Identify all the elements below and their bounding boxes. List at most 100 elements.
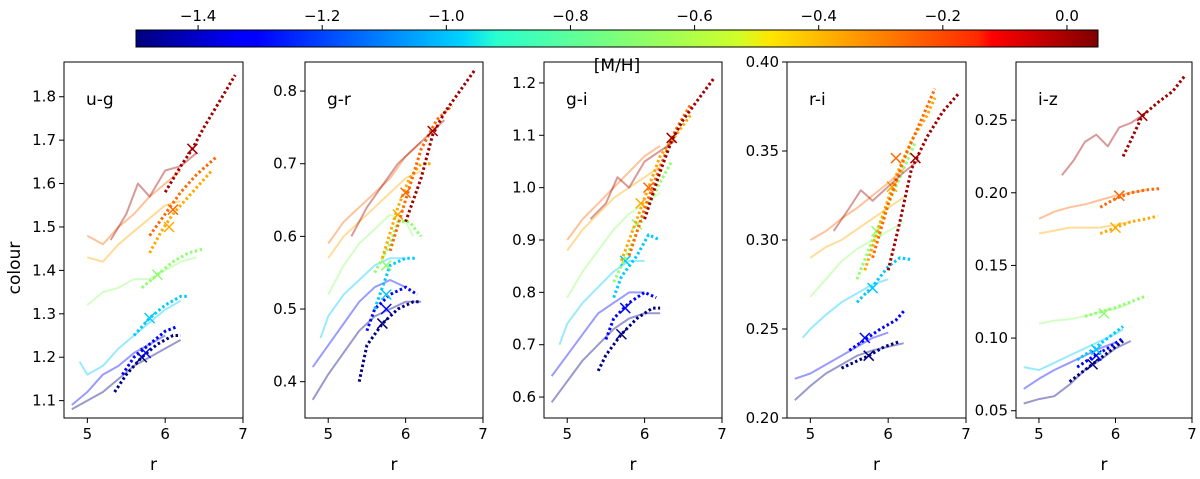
y-tick-label: 0.4 [273, 373, 297, 391]
panel-title: i-z [1038, 90, 1058, 110]
colorbar-tick-label: −1.0 [428, 7, 464, 25]
plot-area [1023, 75, 1186, 405]
x-tick-label: 5 [562, 425, 572, 443]
series-cross-marker [380, 288, 392, 301]
x-tick-label: 7 [961, 425, 971, 443]
series-solid-line [550, 291, 645, 377]
x-tick-label: 5 [83, 425, 93, 443]
series-solid-line [78, 299, 182, 376]
colorbar-tick-label: −0.6 [676, 7, 712, 25]
y-tick-label: 0.25 [746, 320, 779, 338]
series-dotted-line [604, 290, 657, 341]
series-dotted-line [121, 325, 178, 376]
series-dotted-line [863, 96, 937, 271]
colorbar-tick-label: −0.8 [552, 7, 588, 25]
panel-g-r: 5 6 7 r 0.4 0.5 0.6 0.7 0.8 g-r [273, 61, 488, 475]
series-cross-marker [1109, 222, 1122, 234]
y-tick-label: 0.8 [273, 82, 297, 100]
series-cross-marker [1113, 190, 1125, 202]
series-cross-marker [1086, 358, 1099, 370]
colorbar: −1.4 −1.2 −1.0 −0.8 −0.6 −0.4 −0.2 0.0 [M/H] [135, 7, 1099, 76]
y-tick-label: 0.6 [512, 388, 536, 406]
series-solid-line [311, 300, 422, 401]
x-tick-label: 6 [640, 425, 650, 443]
series-cross-marker [890, 152, 902, 164]
series-cross-marker [151, 269, 163, 281]
series-dotted-line [619, 113, 693, 262]
x-axis-label: r [150, 455, 157, 475]
panel-frame [786, 61, 967, 419]
series-cross-marker [140, 347, 152, 359]
y-tick-label: 1.0 [512, 179, 536, 197]
y-tick-label: 0.15 [975, 256, 1008, 274]
x-tick-label: 7 [1187, 425, 1197, 443]
panel-frame [304, 61, 484, 419]
x-tick-label: 6 [401, 425, 411, 443]
colorbar-tick-label: −0.4 [800, 7, 836, 25]
series-dotted-line [373, 256, 418, 310]
panel-r-i: 5 6 7 r 0.20 0.25 0.30 0.35 0.40 r-i [746, 53, 971, 475]
series-cross-marker [1090, 349, 1102, 362]
series-cross-marker [1136, 110, 1148, 122]
series-solid-line [809, 221, 905, 298]
series-dotted-line [1076, 325, 1125, 362]
series-dotted-line [840, 340, 901, 370]
series-cross-marker [380, 303, 392, 315]
panel-u-g: 5 6 7 r 1.1 1.2 1.3 1.4 1.5 1.6 1.7 1.8 u-g [32, 61, 248, 475]
series-cross-marker [376, 318, 388, 330]
colorbar-label: [M/H] [594, 56, 640, 76]
series-dotted-line [596, 306, 661, 372]
series-solid-line [589, 139, 677, 220]
x-tick-label: 7 [717, 425, 727, 443]
x-axis-label: r [630, 455, 637, 475]
series-dotted-line [365, 285, 418, 332]
series-dotted-line [148, 156, 217, 237]
series-cross-marker [863, 350, 875, 362]
series-cross-marker [1090, 344, 1102, 356]
series-solid-line [832, 159, 920, 232]
y-tick-label: 0.6 [273, 227, 297, 245]
series-dotted-line [388, 104, 454, 252]
series-cross-marker [400, 187, 412, 199]
y-tick-label: 0.7 [273, 155, 297, 173]
series-cross-marker [619, 302, 631, 314]
series-solid-line [801, 278, 889, 339]
series-solid-line [1038, 220, 1131, 235]
series-cross-marker [167, 204, 179, 216]
series-solid-line [809, 168, 905, 241]
panel-title: g-i [566, 90, 588, 110]
series-dotted-line [148, 169, 214, 254]
series-cross-marker [666, 132, 678, 144]
y-tick-label: 1.2 [512, 74, 536, 92]
series-solid-line [87, 199, 181, 263]
series-solid-line [566, 144, 661, 241]
x-axis-label: r [391, 455, 398, 475]
panel-frame [1015, 61, 1193, 419]
plot-area [71, 74, 237, 411]
series-solid-line [1023, 341, 1116, 390]
series-dotted-line [612, 233, 661, 299]
y-tick-label: 0.25 [975, 111, 1008, 129]
panel-title: g-r [327, 90, 351, 110]
y-tick-label: 1.6 [32, 175, 56, 193]
series-cross-marker [615, 328, 627, 340]
colorbar-tick-label: −1.4 [180, 7, 216, 25]
y-tick-label: 1.5 [32, 218, 56, 236]
y-tick-label: 1.7 [32, 131, 56, 149]
series-dotted-line [373, 220, 423, 274]
series-solid-line [327, 141, 422, 245]
x-tick-label: 6 [1111, 425, 1121, 443]
x-axis-label: r [1101, 455, 1108, 475]
series-solid-line [1061, 112, 1147, 176]
x-tick-label: 5 [1034, 425, 1044, 443]
y-axis-label: colour [5, 242, 25, 295]
series-solid-line [566, 165, 661, 252]
series-cross-marker [163, 221, 175, 233]
plot-area [311, 68, 477, 401]
panel-title: u-g [86, 90, 114, 110]
colorbar-tick-label: −0.2 [925, 7, 961, 25]
colorbar-tick-label: 0.0 [1055, 7, 1079, 25]
series-solid-line [86, 169, 182, 246]
series-cross-marker [144, 312, 156, 324]
